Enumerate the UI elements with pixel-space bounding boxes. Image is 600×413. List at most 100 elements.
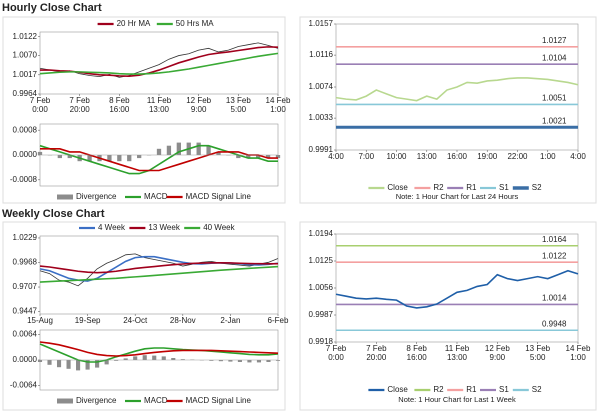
bar [67,155,72,159]
legend-label: MACD Signal Line [186,192,252,201]
y-tick-label: 0.9987 [309,310,334,319]
x-tick-label: 15-Aug [27,316,53,325]
series-line [39,253,279,287]
legend-label: 50 Hrs MA [176,19,214,28]
x-tick-label: 10:00 [386,152,407,161]
bar [56,360,62,368]
series-line [39,261,279,274]
bar [85,360,90,370]
legend-label: Divergence [76,396,117,405]
legend-label: MACD [144,396,168,405]
level-label: 1.0014 [542,294,567,303]
x-tick-label: 24-Oct [123,316,148,325]
bar [114,360,119,361]
y-tick-label: 0.9918 [309,337,334,346]
y-tick-label: 0.0064 [13,330,38,339]
y-tick-label: 1.0070 [13,51,38,60]
legend-label: S1 [499,385,509,394]
bar [196,142,201,155]
bar [156,148,162,155]
panel [2,16,286,204]
bar [176,142,181,155]
legend-label: S2 [532,385,542,394]
bar [66,360,71,369]
y-tick-label: 0.9968 [13,258,38,267]
legend-label: Close [387,385,408,394]
legend-label: 4 Week [98,223,126,232]
x-tick-label: 4:00 [328,152,344,161]
legend-label: S1 [499,183,509,192]
x-tick-label: 14 Feb 1:00 [266,96,291,114]
level-label: 0.9948 [542,319,567,328]
y-tick-label: 1.0194 [309,229,334,238]
y-tick-label: 1.0017 [13,70,38,79]
bar [117,155,122,162]
bar [123,358,128,360]
bar [209,360,214,361]
legend-label: MACD Signal Line [186,396,252,405]
y-tick-label: 0.0000 [13,150,38,159]
bar [57,155,62,159]
series-line [39,42,279,78]
bar [237,360,242,362]
x-tick-label: 8 Feb 16:00 [406,344,427,362]
bar [216,151,221,155]
x-tick-label: 7 Feb 0:00 [30,96,51,114]
bar [166,145,172,155]
y-tick-label: 1.0122 [13,32,38,41]
y-tick-label: 0.9447 [13,307,38,316]
bar [228,360,233,362]
legend-label: R1 [466,385,477,394]
y-tick-label: -0.0008 [10,175,38,184]
x-tick-label: 1:00 [540,152,556,161]
y-tick-label: 1.0116 [309,50,333,59]
y-tick-label: 0.0000 [13,355,38,364]
x-tick-label: 16:00 [447,152,468,161]
bar [37,151,43,155]
x-tick-label: 12 Feb 9:00 [186,96,211,114]
x-tick-label: 19-Sep [75,316,101,325]
legend-label: 40 Week [203,223,235,232]
note: Note: 1 Hour Chart for Last 24 Hours [396,192,519,201]
legend-label: 13 Week [148,223,180,232]
x-tick-label: 13 Feb 5:00 [226,96,251,114]
series-line [39,341,279,357]
series-line [39,265,279,283]
x-tick-label: 13 Feb 5:00 [525,344,550,362]
bar [137,155,142,159]
x-tick-label: 13:00 [417,152,438,161]
level-label: 1.0164 [542,235,567,244]
series-line [39,343,279,363]
bar [275,155,281,159]
x-tick-label: 22:00 [507,152,528,161]
x-tick-label: 4:00 [570,152,586,161]
note: Note: 1 Hour Chart for Last 1 Week [398,395,516,404]
y-tick-label: 0.9991 [309,145,334,154]
x-tick-label: 7 Feb 0:00 [326,344,347,362]
bar [87,155,92,162]
x-tick-label: 8 Feb 16:00 [109,96,130,114]
y-tick-label: 1.0074 [309,82,334,91]
bar [127,155,132,162]
level-label: 1.0051 [542,94,567,103]
level-label: 1.0127 [542,36,567,45]
legend-label: Divergence [76,192,117,201]
bar [246,155,251,159]
bar [236,155,241,159]
legend-label: MACD [144,192,168,201]
bar [107,155,112,162]
section-title: Hourly Close Chart [2,2,102,14]
series-line [335,269,579,309]
legend-swatch [57,398,73,404]
x-tick-label: 28-Nov [170,316,196,325]
bar [180,359,185,360]
plot-area [39,235,279,315]
legend-label: R2 [433,183,444,192]
x-tick-label: 7:00 [358,152,374,161]
y-tick-label: 0.9964 [13,89,38,98]
bar [95,360,100,368]
x-tick-label: 7 Feb 20:00 [69,96,90,114]
bar [152,355,157,360]
section-title: Weekly Close Chart [2,208,105,220]
